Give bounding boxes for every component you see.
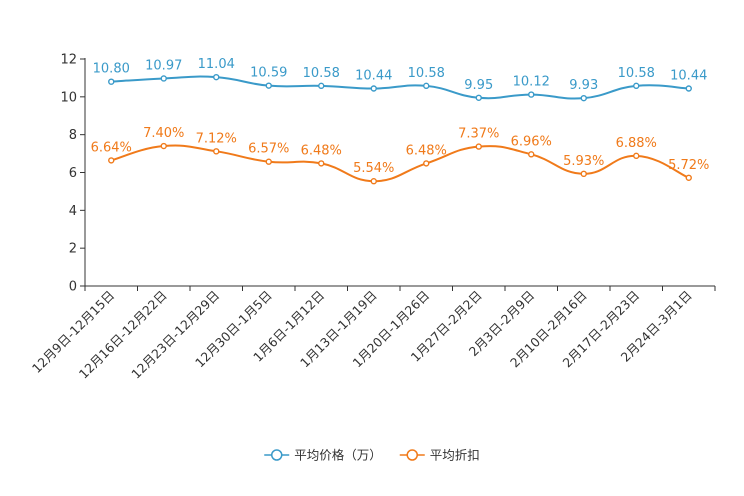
y-tick-label: 6 [69,166,77,181]
series-2: 6.64% 7.40% 7.12% 6.57% 6.48% 5.54% 6.48% 7.37%… [91,126,709,185]
data-point [528,151,535,158]
data-point [475,143,482,150]
data-label: 6.48% [406,143,447,158]
y-tick-label: 0 [69,280,77,295]
data-label: 10.80 [93,62,130,77]
data-label: 7.12% [196,131,237,146]
data-point [108,78,115,85]
y-tick-label: 4 [69,204,77,219]
data-label: 5.72% [668,158,709,173]
data-label: 6.64% [91,140,132,155]
y-tick-label: 10 [60,90,77,105]
data-point [423,82,430,90]
legend-item-1: 平均价格（万） [264,448,382,463]
data-label: 10.58 [408,66,445,81]
data-label: 10.44 [670,69,707,84]
legend-marker [270,449,283,461]
data-label: 5.54% [353,161,394,176]
data-label: 6.57% [248,142,289,157]
data-label: 9.93 [569,78,598,93]
data-point [160,75,167,82]
data-label: 9.95 [464,78,493,93]
data-label: 6.48% [301,143,342,158]
data-point [318,160,325,167]
data-point [633,152,640,160]
series-1: 10.80 10.97 11.04 10.59 10.58 10.44 10.58 9.95 1… [93,57,707,102]
data-point [108,157,115,164]
data-label: 10.58 [303,66,340,81]
data-label: 7.40% [143,126,184,141]
legend-item-2: 平均折扣 [399,448,480,463]
data-label: 10.12 [513,75,550,90]
data-label: 6.96% [511,134,552,149]
series-line [111,75,689,100]
axes: 02468101212月9日-12月15日12月16日-12月22日12月23日… [29,53,716,382]
data-point [160,142,167,150]
x-tick-label: 12月23日-12月29日 [128,288,222,382]
y-tick-label: 8 [69,128,77,143]
data-point [423,160,430,167]
data-point [580,94,587,102]
data-point [265,158,272,165]
data-label: 10.58 [618,66,655,81]
data-point [685,174,692,181]
data-point [370,85,377,92]
y-tick-label: 12 [60,53,77,68]
legend: 平均价格（万） 平均折扣 [264,448,480,463]
data-point [633,82,640,90]
data-point [528,91,535,98]
data-point [370,178,377,185]
data-label: 5.93% [563,154,604,169]
data-label: 10.44 [355,69,392,84]
y-tick-label: 2 [69,242,77,257]
data-point [213,73,220,81]
x-tick-label: 12月16日-12月22日 [76,288,170,382]
data-point [580,170,587,178]
data-point [475,94,482,101]
series-layer: 10.80 10.97 11.04 10.59 10.58 10.44 10.58 9.95 1… [91,57,709,185]
legend-label: 平均价格（万） [294,448,382,463]
data-label: 10.59 [250,66,287,81]
data-point [685,85,692,92]
legend-marker [406,449,418,461]
data-label: 6.88% [616,136,657,151]
data-label: 11.04 [198,57,235,72]
data-point [318,82,325,90]
series-line [110,144,690,183]
data-label: 7.37% [458,127,499,142]
data-label: 10.97 [145,58,182,73]
data-point [213,148,220,155]
data-point [265,82,272,89]
legend-label: 平均折扣 [430,448,480,463]
